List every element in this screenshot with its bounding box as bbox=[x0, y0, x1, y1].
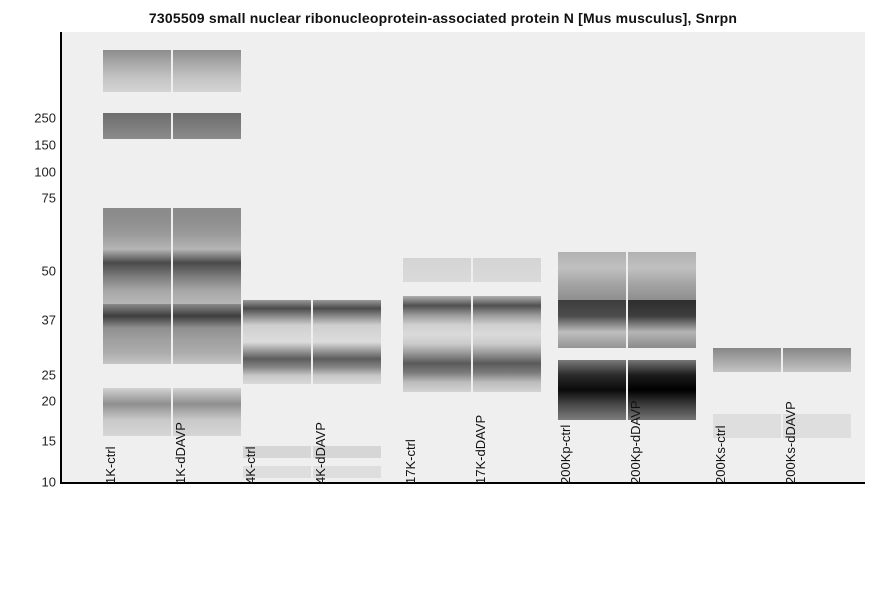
lane-label-200ks-ctrl: 200Ks-ctrl bbox=[705, 484, 735, 594]
y-tick-37: 37 bbox=[12, 313, 56, 328]
band-group bbox=[173, 208, 241, 304]
band-group bbox=[103, 113, 171, 139]
band-group bbox=[313, 300, 381, 384]
band-group bbox=[628, 252, 696, 300]
y-tick-75: 75 bbox=[12, 191, 56, 206]
band-group bbox=[713, 348, 781, 372]
y-tick-15: 15 bbox=[12, 434, 56, 449]
y-tick-250: 250 bbox=[12, 111, 56, 126]
band-group bbox=[558, 252, 626, 300]
band-group bbox=[403, 296, 471, 392]
lane-label-17k-ctrl: 17K-ctrl bbox=[395, 484, 425, 594]
band-group bbox=[173, 113, 241, 139]
lane-200ks-ddavp bbox=[783, 32, 886, 482]
lane-label-17k-ddavp: 17K-dDAVP bbox=[465, 484, 495, 594]
band-group bbox=[783, 348, 851, 372]
band-group bbox=[628, 300, 696, 348]
lane-label-200kp-ddavp: 200Kp-dDAVP bbox=[620, 484, 650, 594]
y-axis-line bbox=[60, 32, 62, 482]
lane-label-200ks-ddavp: 200Ks-dDAVP bbox=[775, 484, 805, 594]
lane-label-200kp-ctrl: 200Kp-ctrl bbox=[550, 484, 580, 594]
band-group bbox=[403, 258, 471, 282]
y-tick-50: 50 bbox=[12, 264, 56, 279]
lane-label-1k-ddavp: 1K-dDAVP bbox=[165, 484, 195, 594]
band-group bbox=[473, 296, 541, 392]
band-group bbox=[103, 50, 171, 92]
y-tick-25: 25 bbox=[12, 368, 56, 383]
y-tick-100: 100 bbox=[12, 165, 56, 180]
band-group bbox=[103, 208, 171, 304]
lane-label-4k-ctrl: 4K-ctrl bbox=[235, 484, 265, 594]
band-group bbox=[103, 388, 171, 436]
y-tick-10: 10 bbox=[12, 475, 56, 490]
band-group bbox=[103, 304, 171, 364]
band-group bbox=[173, 304, 241, 364]
band-group bbox=[558, 300, 626, 348]
band-group bbox=[243, 300, 311, 384]
y-tick-20: 20 bbox=[12, 394, 56, 409]
y-tick-150: 150 bbox=[12, 138, 56, 153]
band-group bbox=[173, 50, 241, 92]
band-group bbox=[558, 360, 626, 420]
chart-title: 7305509 small nuclear ribonucleoprotein-… bbox=[0, 10, 886, 26]
lane-label-1k-ctrl: 1K-ctrl bbox=[95, 484, 125, 594]
lane-label-4k-ddavp: 4K-dDAVP bbox=[305, 484, 335, 594]
band-group bbox=[473, 258, 541, 282]
